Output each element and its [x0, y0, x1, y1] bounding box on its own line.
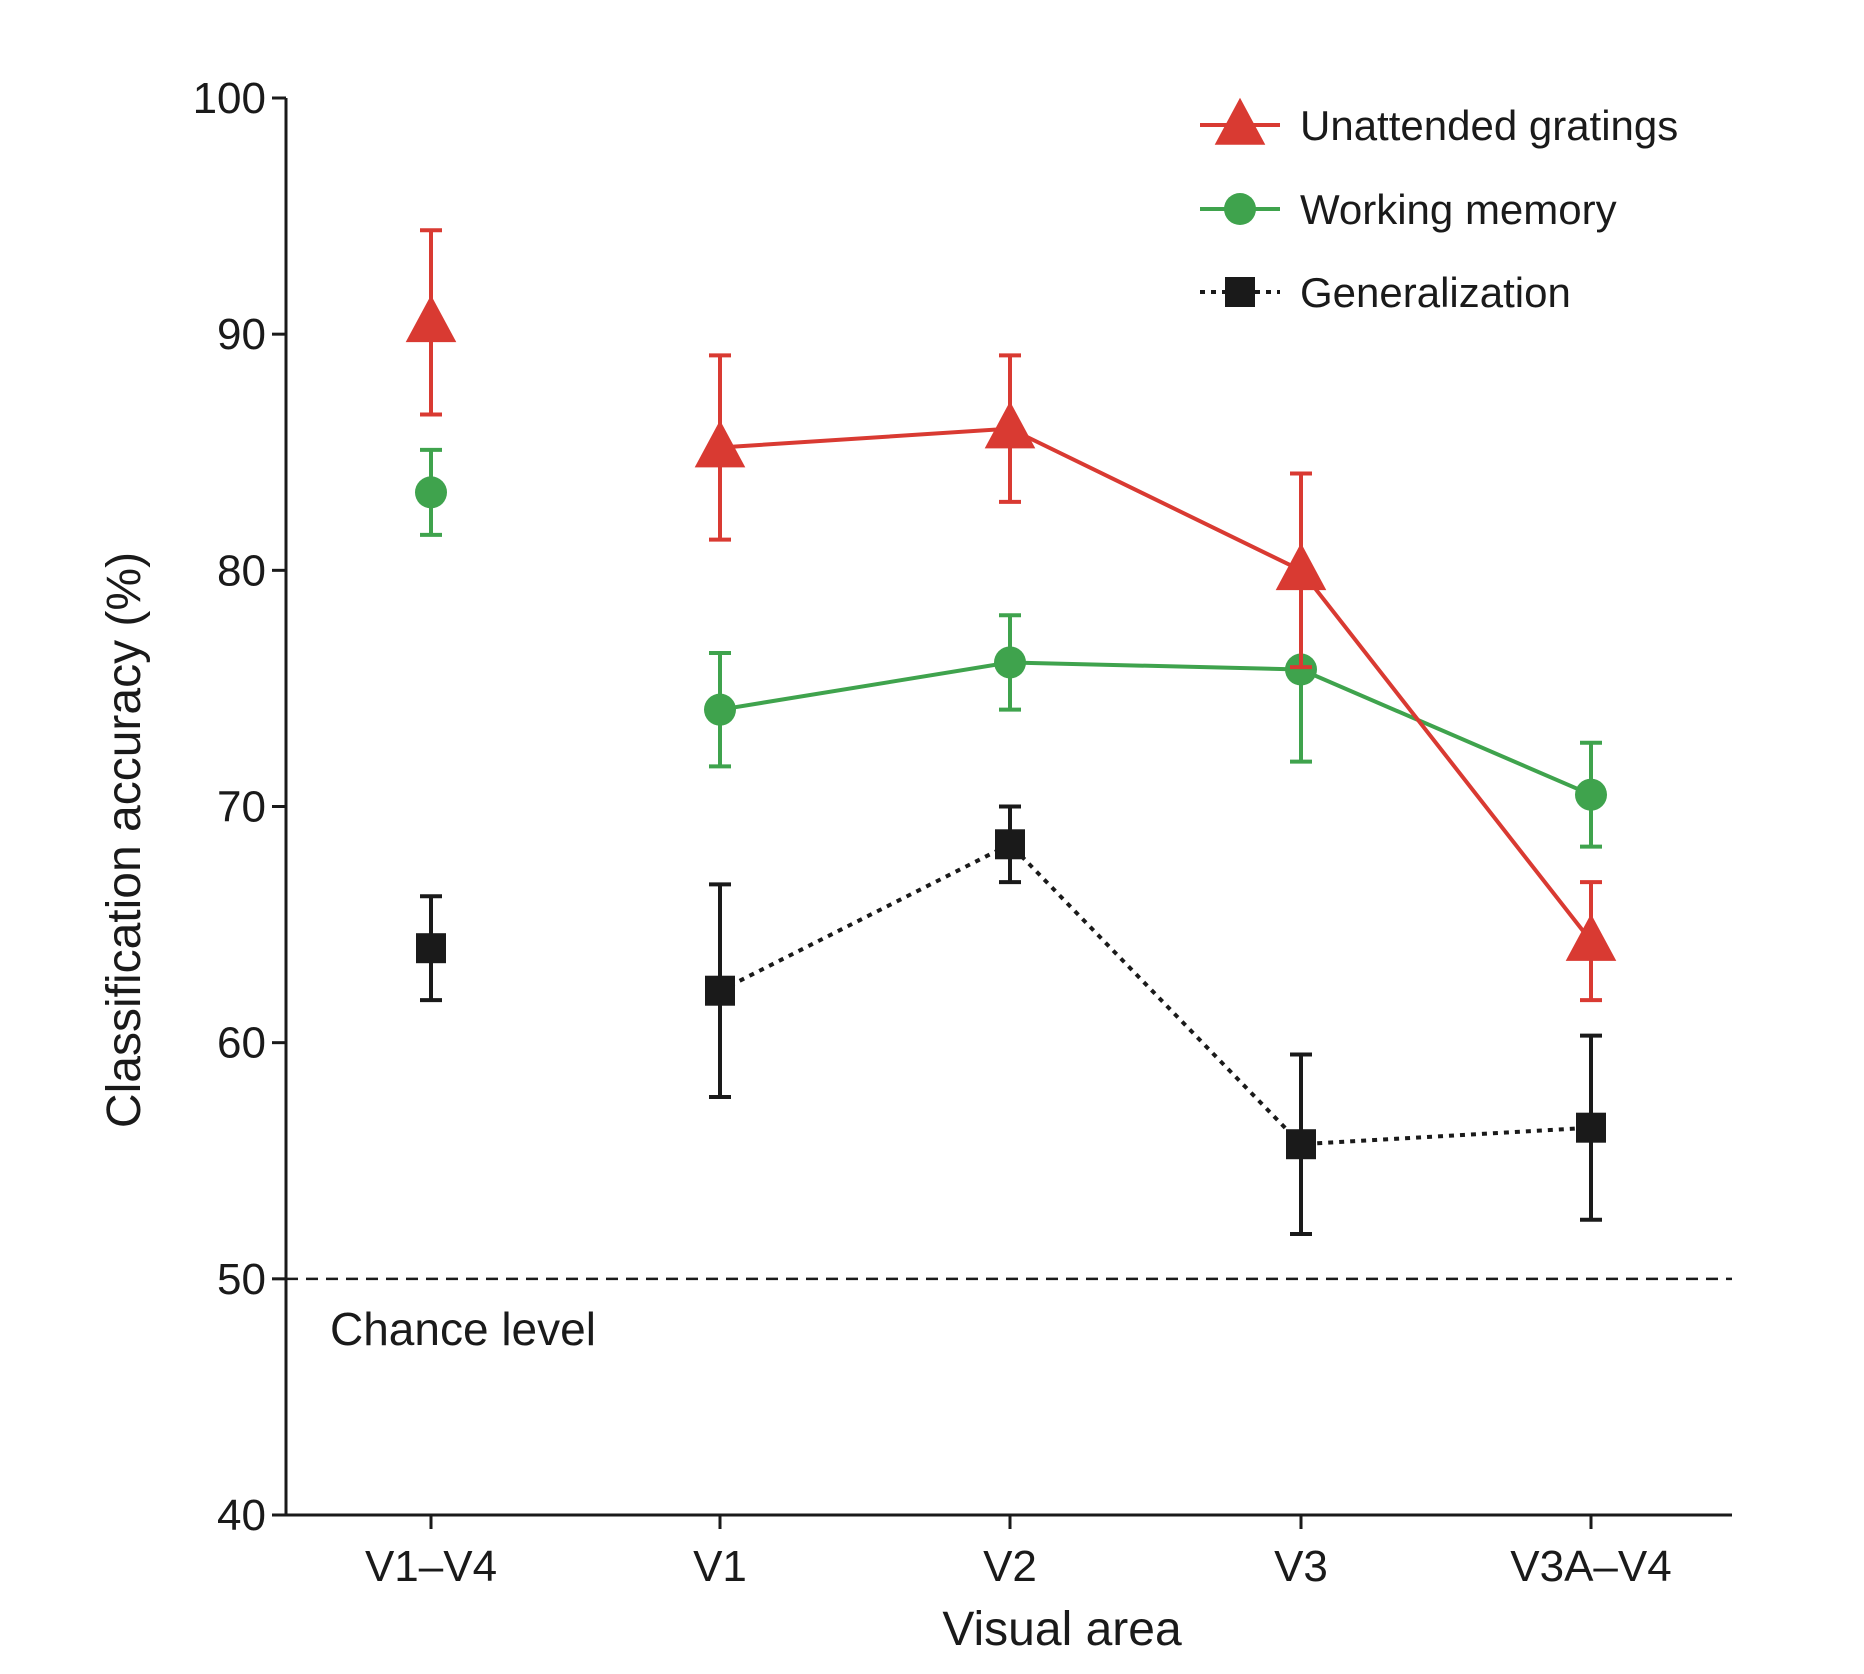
data-point-working-memory: [704, 693, 736, 726]
chance-level-label: Chance level: [330, 1303, 596, 1355]
x-axis-title: Visual area: [942, 1603, 1182, 1656]
data-point-generalization: [1576, 1112, 1606, 1143]
x-tick-label: V3: [1274, 1542, 1328, 1591]
y-tick-label: 70: [217, 783, 266, 832]
data-point-unattended-gratings: [984, 401, 1036, 449]
legend-item-unattended-gratings: Unattended gratings: [1200, 97, 1678, 149]
x-tick-label: V1–V4: [365, 1542, 497, 1591]
series-line-generalization: [719, 841, 1592, 1147]
y-tick-label: 90: [217, 310, 266, 359]
y-axis-title: Classification accuracy (%): [98, 552, 151, 1128]
legend-marker: [1224, 193, 1256, 225]
legend-item-generalization: Generalization: [1200, 269, 1571, 316]
data-point-working-memory: [1285, 653, 1317, 686]
plot-area: [286, 228, 1732, 1281]
y-tick-label: 50: [217, 1255, 266, 1304]
data-point-unattended-gratings: [1565, 913, 1617, 961]
series-line-working-memory: [719, 660, 1592, 797]
data-point-working-memory: [994, 646, 1026, 679]
legend-label: Working memory: [1300, 186, 1617, 233]
data-point-unattended-gratings: [405, 295, 457, 343]
series-unattended-gratings: [405, 228, 1617, 1003]
data-point-working-memory: [1575, 778, 1607, 811]
data-point-working-memory: [415, 476, 447, 509]
y-tick-label: 100: [193, 74, 266, 123]
data-point-generalization: [995, 829, 1025, 860]
data-point-unattended-gratings: [694, 420, 746, 468]
y-tick-label: 60: [217, 1019, 266, 1068]
y-tick-label: 40: [217, 1491, 266, 1540]
axes: 40 50 60 70 80 90 100 V1–V4 V1 V2 V3 V3A–V4: [193, 74, 1732, 1591]
data-point-unattended-gratings: [1275, 543, 1327, 591]
data-point-generalization: [705, 975, 735, 1006]
data-point-generalization: [1286, 1129, 1316, 1160]
legend-label: Unattended gratings: [1300, 102, 1678, 149]
series-working-memory: [415, 447, 1607, 849]
legend-marker: [1225, 277, 1255, 307]
series-line-unattended-gratings: [719, 426, 1593, 943]
y-tick-label: 80: [217, 546, 266, 595]
legend-label: Generalization: [1300, 269, 1571, 316]
legend-item-working-memory: Working memory: [1200, 186, 1617, 233]
legend-marker: [1214, 97, 1266, 145]
x-tick-label: V2: [983, 1542, 1037, 1591]
data-point-generalization: [416, 933, 446, 964]
x-tick-label: V1: [693, 1542, 747, 1591]
x-tick-label: V3A–V4: [1510, 1542, 1671, 1591]
legend: Unattended gratings Working memory General…: [1200, 97, 1678, 316]
series-generalization: [416, 804, 1606, 1236]
